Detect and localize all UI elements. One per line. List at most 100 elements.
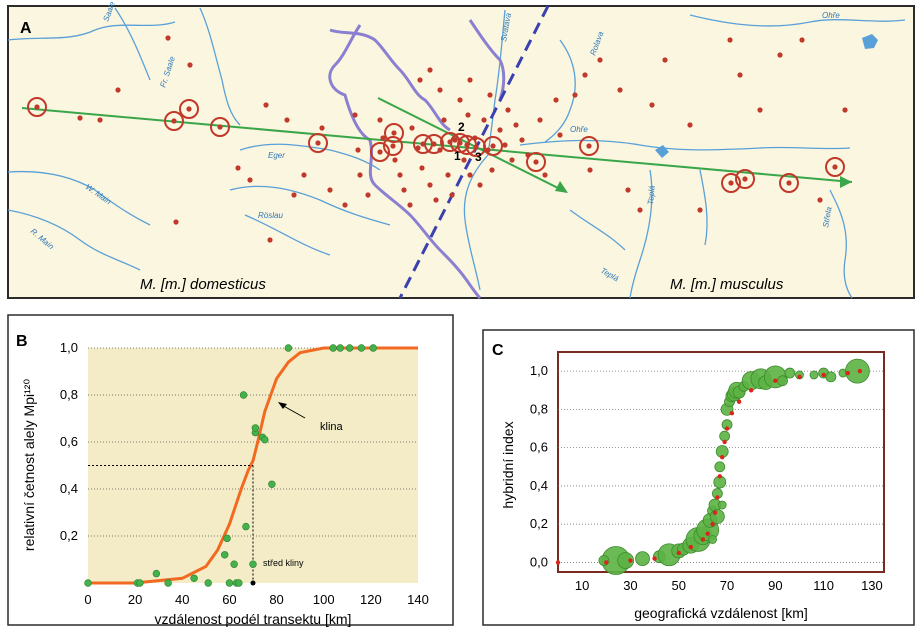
data-point [251,424,260,432]
reservoir [655,145,669,158]
svg-text:Střela: Střela [821,206,834,229]
chart-b-xtick-label: 120 [360,592,382,607]
transect-site-dot [786,180,792,186]
sample-dot [537,117,543,123]
svg-text:Teplá: Teplá [646,185,657,206]
data-point [84,579,92,587]
state-border [328,24,482,300]
sample-dot [165,35,171,41]
sample-dot [407,202,413,208]
sample-dot [817,197,823,203]
sample-dot [397,172,403,178]
legend-musculus: M. [m.] musculus [670,276,784,293]
chart-b: B 0,2 0,4 0,6 0,8 1,0 0 20 40 60 80 100 120 140 vzd… [7,314,454,627]
chart-b-points [84,344,377,587]
chart-b-xticks: 0 20 40 60 80 100 120 140 [84,592,428,607]
fit-point [715,495,720,500]
data-point [235,579,243,587]
chart-c-xtick-label: 10 [575,578,589,593]
data-point [152,569,161,578]
svg-text:Ohře: Ohře [822,11,840,20]
data-point [357,344,366,352]
chart-c-xtick-label: 70 [720,578,734,593]
reservoir [862,34,878,49]
sample-dot [419,165,425,171]
bubble [784,367,796,379]
bubble [777,375,788,387]
sample-dot [392,157,398,163]
data-point [329,344,337,352]
transect-site-ring [825,157,845,177]
data-point [136,579,144,587]
sample-dot [557,132,563,138]
sample-dot [489,167,495,173]
chart-b-xlabel: vzdálenost podél transektu [km] [155,611,352,627]
sample-dot [662,57,668,63]
transect-site-dot [832,164,838,170]
sample-dot [502,142,508,148]
transect-site-dot [315,140,321,146]
data-point [249,560,257,568]
sample-dot [284,117,290,123]
data-point [345,344,354,352]
sample-dot [365,192,371,198]
sample-dot [727,37,733,43]
fit-point [821,372,826,378]
chart-c-xlabel: geografická vzdálenost [km] [634,605,808,621]
data-point [230,560,238,568]
sample-dot [617,87,623,93]
transect-site-dot [186,106,192,112]
sample-dot [737,72,743,78]
transect-site-dot [431,141,437,147]
sample-dot [467,172,473,178]
data-point [268,480,276,488]
chart-b-grid [88,347,418,537]
transect-site-ring [526,152,546,172]
chart-b-xtick-label: 0 [84,592,91,607]
data-point [284,344,293,352]
fit-point [555,560,561,565]
transect-site-ring [579,136,599,156]
chart-c: C 0,0 0,2 0,4 0,6 0,8 1,0 10 30 50 70 90 110 130 ge… [482,329,915,626]
chart-c-ytick-label: 1,0 [530,363,548,378]
annotation-cline: klina [320,421,344,433]
bubble [708,535,717,544]
sample-dot [247,177,253,183]
transect-site-dot [473,144,479,150]
sample-dot [427,67,433,73]
sample-dot [437,87,443,93]
fit-point [604,560,609,565]
data-point [336,344,344,352]
transect-site-dot [742,176,748,182]
panel-label: B [16,333,28,350]
fit-point [722,439,727,445]
chart-c-ytick-label: 0,6 [530,440,548,455]
annotation-cline-center: střed kliny [263,558,304,568]
chart-c-xtick-label: 50 [672,578,686,593]
data-point [204,579,212,587]
transect-site-dot [217,124,223,130]
legend-domesticus: M. [m.] domesticus [140,276,266,293]
chart-b-xtick-label: 100 [313,592,335,607]
chart-c-yticks: 0,0 0,2 0,4 0,6 0,8 1,0 [530,363,548,569]
transect-site-ring [370,142,390,162]
transect-site-ring [210,117,230,137]
data-point [225,579,234,587]
sample-dot [465,112,471,118]
chart-b-xtick-label: 80 [269,592,283,607]
sample-dot [77,115,83,121]
sample-dot [553,97,559,103]
chart-c-ylabel: hybridní index [500,421,516,508]
transect-site-dot [586,143,592,149]
sample-dot [519,137,525,143]
transect-site-ring [308,133,328,153]
fit-point [717,474,722,479]
fit-point [676,550,681,556]
sample-dot [587,167,593,173]
transect-site-ring [483,136,503,156]
sample-dot [301,172,307,178]
site-label: 2 [458,120,465,134]
sample-dot [542,172,548,178]
data-point [164,579,172,587]
